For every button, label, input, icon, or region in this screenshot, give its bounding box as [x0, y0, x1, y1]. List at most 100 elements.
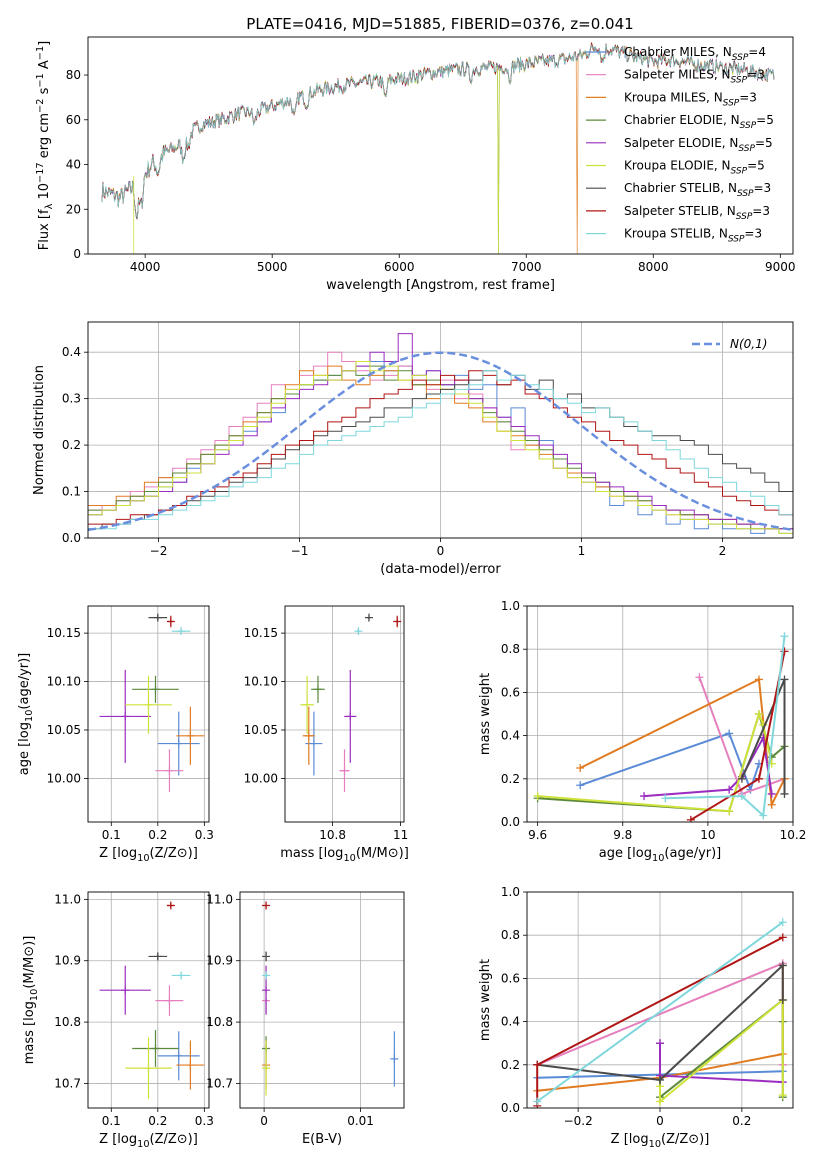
label-segment: log — [117, 846, 137, 861]
weight-marker — [533, 1060, 542, 1069]
y-tick-label: 0.4 — [62, 345, 81, 359]
axes-frame — [239, 891, 405, 1109]
y-tick-label: 0.6 — [501, 971, 520, 985]
label-segment: SSP — [736, 212, 753, 222]
label-segment: SSP — [732, 53, 749, 63]
x-tick-label: 0 — [260, 1114, 268, 1128]
x-tick-label: 0.3 — [195, 828, 214, 842]
x-tick-label: 9000 — [765, 260, 796, 274]
y-tick-label: 10.7 — [54, 1076, 81, 1090]
legend-label: Salpeter MILES, NSSP=3 — [624, 68, 765, 86]
label-segment: =5 — [747, 159, 765, 173]
axes-frame — [87, 891, 210, 1109]
data-point-2 — [186, 1061, 195, 1070]
weight-marker — [767, 789, 776, 798]
label-segment: (M/M⊙)] — [22, 936, 37, 989]
label-segment: log — [22, 1001, 37, 1021]
residual-histogram-panel: −2 −1 0 1 2 0.0 0.1 0.2 0.3 0.4 (data-model)/error… — [32, 321, 794, 577]
label-segment: log — [117, 1132, 137, 1147]
label-segment: E(B-V) — [302, 1132, 342, 1147]
label-segment: −1 — [35, 73, 46, 87]
y-tick-label: 0.3 — [62, 392, 81, 406]
label-segment: Kroupa MILES, — [624, 90, 714, 104]
data-point-1 — [340, 766, 349, 775]
weight-marker — [759, 811, 768, 820]
x-tick-label: 0.01 — [347, 1114, 374, 1128]
label-segment: Flux [ — [37, 214, 52, 250]
x-tick-label: 9.6 — [528, 828, 547, 842]
y-tick-label: 0.0 — [501, 815, 520, 829]
x-tick-label: 10.8 — [319, 828, 346, 842]
y-tick-label: 10.05 — [47, 723, 81, 737]
data-point-7 — [166, 617, 175, 626]
x-tick-label: 10 — [700, 828, 715, 842]
label-segment: (data-model)/error — [380, 562, 501, 577]
label-segment: log — [632, 846, 652, 861]
label-segment: Normed distribution — [32, 365, 47, 495]
gaussian-curve — [88, 351, 793, 532]
data-point-4 — [262, 986, 271, 995]
y-tick-label: 0.2 — [501, 772, 520, 786]
weight-marker — [725, 807, 734, 816]
y-tick-label: 0.2 — [62, 438, 81, 452]
plot-area — [99, 613, 205, 792]
label-segment: mass weight — [478, 673, 493, 755]
axes-frame — [526, 605, 794, 823]
plot-area — [101, 41, 775, 254]
y-tick-label: 10.05 — [244, 723, 278, 737]
label-segment: 10 — [24, 710, 35, 722]
label-segment: (Z/Z⊙)] — [150, 1132, 198, 1147]
label-segment: =5 — [755, 136, 773, 150]
label-segment: N — [727, 204, 736, 218]
y-tick-label: 0.1 — [62, 485, 81, 499]
weight-marker — [737, 774, 746, 783]
data-point-0 — [174, 1051, 183, 1060]
x-axis-label: wavelength [Angstrom, rest frame] — [326, 278, 555, 293]
x-tick-label: −2 — [150, 544, 168, 558]
data-point-1 — [165, 766, 174, 775]
data-point-5 — [303, 700, 312, 709]
label-segment: N — [722, 68, 731, 82]
data-point-7 — [262, 901, 271, 910]
label-segment: λ — [44, 203, 55, 209]
data-point-3 — [313, 685, 322, 694]
weight-marker — [576, 764, 585, 772]
label-segment: Salpeter STELIB, — [624, 204, 727, 218]
label-segment: SSP — [740, 121, 757, 131]
label-segment: SSP — [731, 167, 748, 177]
label-segment: −17 — [35, 162, 46, 183]
label-segment: =3 — [747, 68, 765, 82]
data-point-2 — [304, 731, 313, 740]
plot-area — [533, 632, 789, 822]
data-point-8 — [177, 627, 186, 636]
x-tick-label: 10.2 — [780, 828, 807, 842]
label-segment: =3 — [754, 181, 772, 195]
label-segment: 10 — [649, 1139, 661, 1150]
legend-label: Chabrier MILES, NSSP=4 — [624, 45, 766, 63]
data-point-0 — [174, 739, 183, 748]
y-tick-label: 40 — [66, 158, 81, 172]
data-point-5 — [262, 1064, 271, 1073]
label-segment: wavelength [Angstrom, rest frame] — [326, 278, 555, 293]
y-tick-label: 0.4 — [501, 1015, 520, 1029]
label-segment: Kroupa ELODIE, — [624, 159, 722, 173]
legend-label: Chabrier STELIB, NSSP=3 — [624, 181, 771, 199]
y-tick-label: 60 — [66, 113, 81, 127]
label-segment: SSP — [731, 76, 748, 86]
weight-marker — [754, 774, 763, 783]
label-segment: =3 — [752, 204, 770, 218]
data-point-2 — [186, 731, 195, 740]
label-segment: cm — [37, 113, 52, 133]
label-segment: =3 — [744, 227, 762, 241]
weight-marker — [778, 933, 787, 942]
y-axis-label: mass weight — [478, 673, 493, 755]
weight-line-8 — [665, 636, 786, 818]
label-segment: SSP — [728, 235, 745, 245]
y-tick-label: 0.4 — [501, 729, 520, 743]
y-tick-label: 10.9 — [206, 954, 233, 968]
y-tick-label: 1.0 — [501, 599, 520, 613]
legend-label: N(0,1) — [730, 337, 767, 351]
weight-marker — [640, 792, 649, 801]
y-tick-label: 11.0 — [54, 892, 81, 906]
label-segment: Chabrier ELODIE, — [624, 113, 731, 127]
